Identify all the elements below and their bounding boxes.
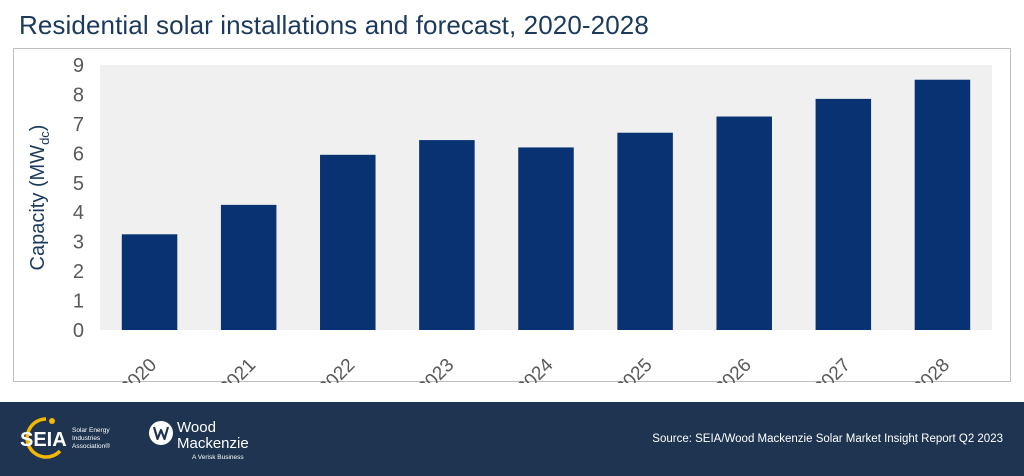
y-tick-label: 8 [73,84,84,106]
y-tick-label: 0 [73,320,84,342]
x-tick-label: 2024 [513,354,558,383]
y-tick-label: 9 [73,55,84,77]
x-tick-label: 2022 [315,355,360,383]
seia-tagline-3: Association® [72,442,110,450]
bar-2020 [121,234,178,330]
x-tick-label: 2021 [215,355,260,383]
wood-mackenzie-logo: Wood Mackenzie A Verisk Business [149,419,249,461]
bar-2022 [320,154,376,330]
source-note: Source: SEIA/Wood Mackenzie Solar Market… [652,433,1003,445]
y-tick-label: 2 [73,261,84,283]
y-tick-label: 4 [73,202,84,224]
y-axis-title-close: ) [27,125,49,132]
y-axis-title: Capacity (MWdc) [27,125,52,271]
x-tick-label: 2025 [612,355,657,383]
bar-2027 [815,98,872,330]
bar-2026 [716,116,772,331]
y-tick-label: 6 [73,143,84,165]
y-tick-label: 7 [73,114,84,136]
wood-mackenzie-name-2: Mackenzie [177,435,249,452]
x-tick-label: 2028 [909,355,954,383]
y-axis-title-main: Capacity (MW [27,145,49,271]
bar-2028 [914,79,971,330]
seia-logo: SEIA Solar Energy Industries Association… [20,417,110,459]
y-tick-label: 1 [73,291,84,313]
bar-2024 [518,147,574,330]
footer-bar: SEIA Solar Energy Industries Association… [0,402,1024,476]
x-tick-label: 2027 [810,355,855,383]
y-tick-label: 3 [73,232,84,254]
wood-mackenzie-tagline: A Verisk Business [192,454,244,461]
seia-logo-arc-icon [25,417,62,459]
y-axis-title-subscript: dc [37,131,52,145]
bar-2025 [617,132,673,330]
x-tick-label: 2023 [414,355,459,383]
seia-tagline-1: Solar Energy [72,427,110,434]
bar-2023 [419,140,475,330]
x-tick-label: 2026 [711,355,756,383]
chart-container: 0 1 2 3 4 5 6 7 8 9 Capacity (MWdc) 2020 2021 2022 202… [13,48,1011,383]
wood-mackenzie-w-icon [152,426,170,441]
bar-2021 [220,204,277,330]
chart-title: Residential solar installations and fore… [19,10,649,40]
wood-mackenzie-name-1: Wood [177,419,216,436]
x-tick-label: 2020 [116,355,161,383]
seia-logo-dot-icon [49,418,55,424]
bar-chart: 0 1 2 3 4 5 6 7 8 9 Capacity (MWdc) 2020 2021 2022 202… [27,55,992,383]
y-tick-label: 5 [73,173,84,195]
seia-tagline-2: Industries [72,435,101,442]
seia-wordmark: SEIA [20,429,67,451]
